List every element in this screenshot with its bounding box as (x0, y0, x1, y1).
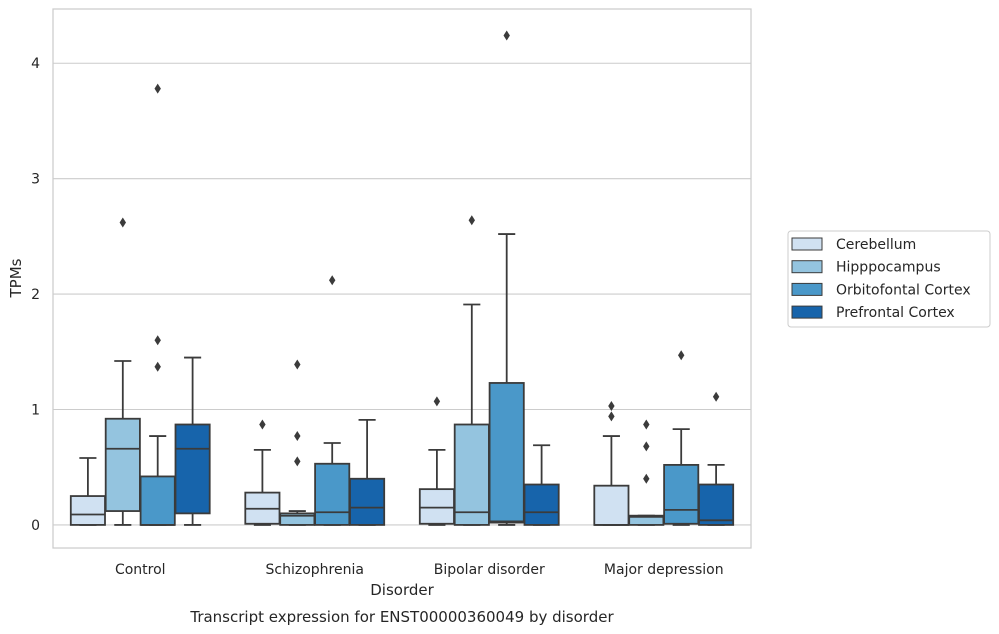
box-group (244, 419, 281, 526)
legend-label: Orbitofontal Cortex (836, 282, 971, 298)
box-group (279, 359, 316, 526)
outlier-point (294, 456, 301, 467)
box-group (628, 419, 665, 526)
box-iqr (418, 488, 455, 525)
box-group (104, 217, 141, 526)
outlier-point (643, 441, 650, 452)
x-axis-label: Disorder (370, 581, 434, 599)
box-group (593, 401, 630, 526)
box-iqr (139, 475, 176, 526)
legend-frame (787, 230, 991, 328)
outlier-point (154, 335, 161, 346)
box-group (349, 418, 386, 526)
outlier-point (643, 473, 650, 484)
outlier-point (678, 350, 685, 361)
box-group (453, 215, 490, 526)
legend-label: Prefrontal Cortex (836, 305, 955, 321)
outlier-point (503, 30, 510, 41)
box-iqr (488, 382, 525, 524)
box-iqr (453, 423, 490, 526)
y-tick-label: 4 (31, 56, 40, 72)
x-axis-ticks: Control Schizophrenia Bipolar disorder Majo… (115, 562, 724, 578)
outlier-point (154, 83, 161, 94)
x-tick-label: Schizophrenia (266, 562, 364, 578)
box-iqr (663, 463, 700, 525)
box-iqr (523, 483, 560, 526)
outlier-point (433, 396, 441, 407)
outlier-point (119, 217, 126, 228)
box-group (698, 391, 735, 526)
box-group (139, 83, 176, 526)
legend-label: Hipppocampus (836, 260, 941, 276)
outlier-point (608, 411, 615, 422)
box-iqr (698, 483, 735, 526)
legend: Cerebellum Hipppocampus Orbitofontal Corte… (787, 230, 991, 328)
box-iqr (69, 495, 106, 526)
box-iqr (174, 423, 211, 515)
plot-frame (52, 8, 752, 549)
box-group (314, 275, 351, 526)
box-group (174, 356, 211, 526)
x-tick-label: Major depression (604, 562, 724, 578)
outlier-point (294, 359, 301, 370)
y-tick-label: 1 (31, 402, 40, 418)
y-axis-ticks: 0 1 2 3 4 (31, 56, 40, 534)
outlier-point (712, 391, 720, 402)
outlier-point (643, 419, 650, 430)
y-tick-label: 2 (31, 287, 40, 303)
box-iqr (593, 484, 630, 526)
box-group (488, 30, 525, 526)
box-group (418, 396, 455, 526)
box-layer (69, 30, 735, 526)
box-iqr (349, 477, 386, 526)
outlier-point (154, 361, 161, 372)
box-group (523, 444, 560, 526)
box-iqr (104, 417, 141, 512)
box-iqr (314, 462, 351, 526)
y-tick-label: 0 (31, 518, 40, 534)
legend-swatch (791, 282, 823, 296)
legend-swatch (791, 237, 823, 251)
legend-swatch (791, 305, 823, 319)
box-group (69, 457, 106, 526)
outlier-point (259, 419, 266, 430)
y-tick-label: 3 (31, 172, 40, 188)
outlier-point (294, 431, 301, 442)
box-group (663, 350, 700, 526)
outlier-point (608, 401, 615, 412)
chart-caption: Transcript expression for ENST0000036004… (189, 608, 614, 626)
x-tick-label: Bipolar disorder (434, 562, 545, 578)
x-tick-label: Control (115, 562, 166, 578)
outlier-point (329, 275, 336, 286)
legend-swatch (791, 260, 823, 274)
y-axis-label: TPMs (7, 258, 25, 298)
legend-label: Cerebellum (836, 237, 916, 253)
outlier-point (468, 215, 475, 226)
